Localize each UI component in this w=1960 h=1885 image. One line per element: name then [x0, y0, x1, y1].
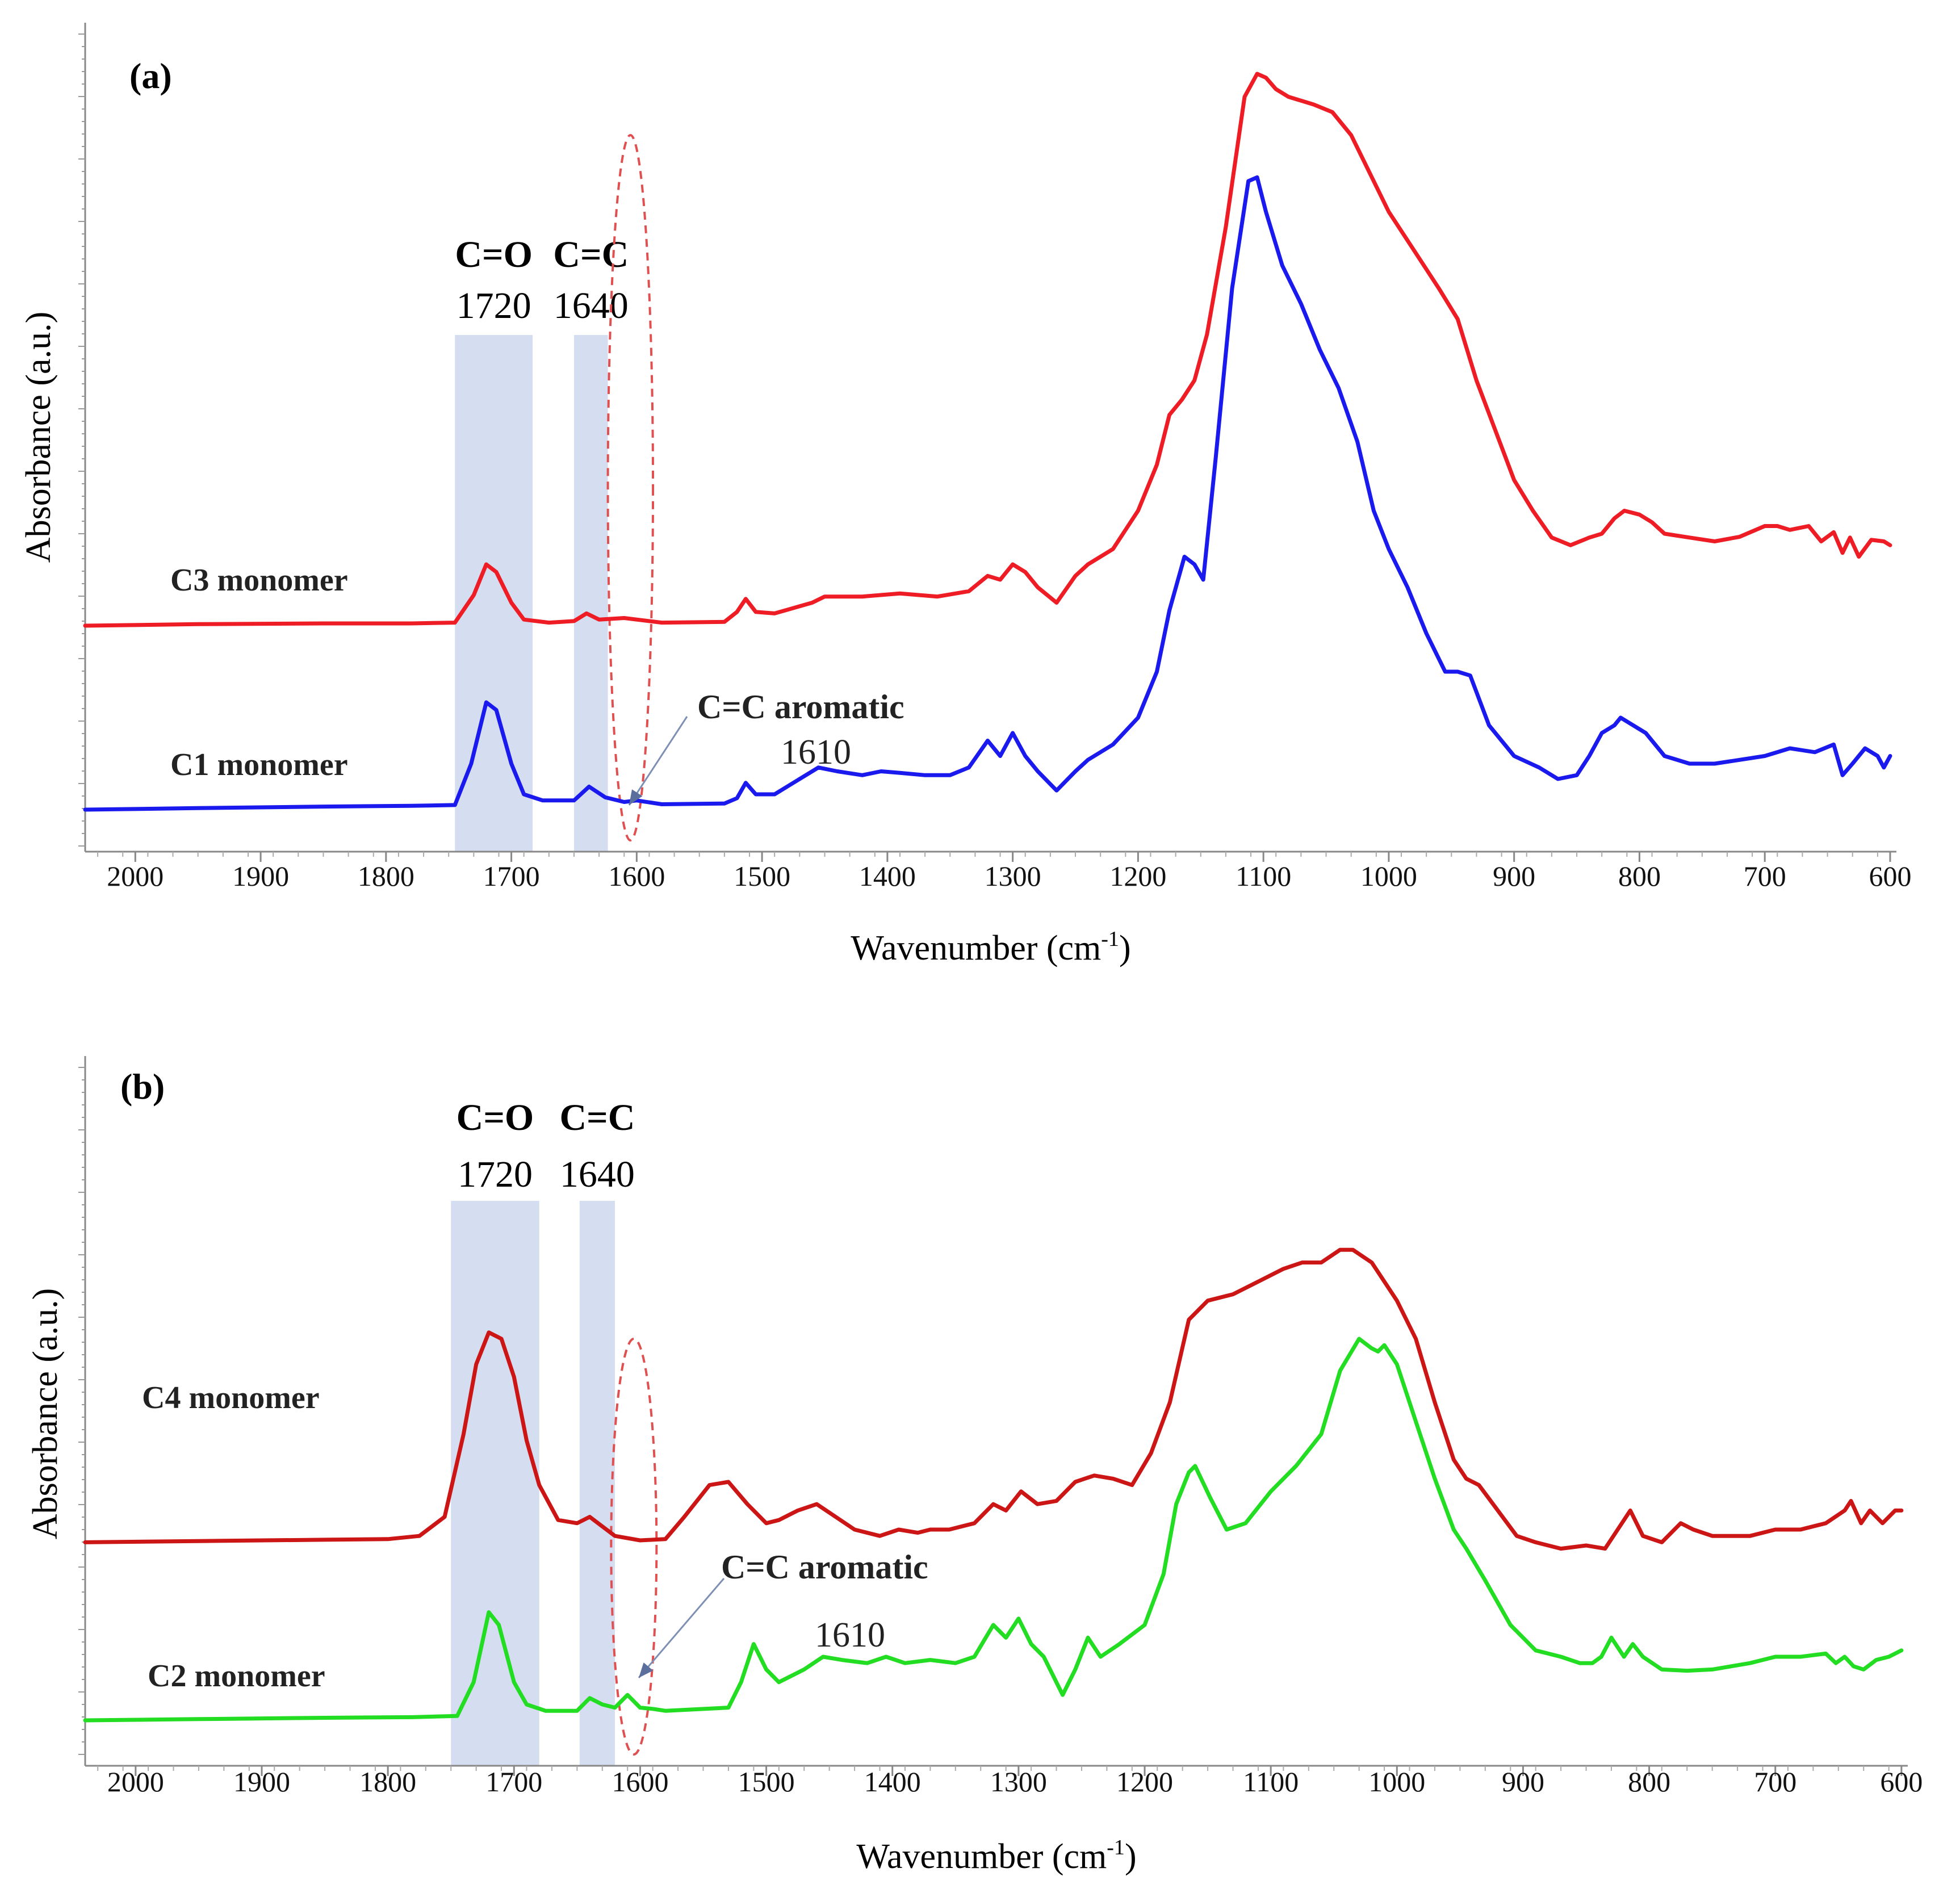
series-label: C1 monomer [170, 747, 348, 782]
panel-a: C=O 1720 C=C 1640 2000 1900 1800 1700 1600 1500 14… [19, 23, 1911, 967]
x-axis-title-superscript: -1 [1107, 1836, 1125, 1859]
series-label: C3 monomer [170, 563, 348, 598]
aromatic-highlight-ellipse [610, 1338, 658, 1756]
x-tick-label: 700 [1754, 1766, 1796, 1798]
x-tick-label: 1700 [483, 860, 540, 892]
panel-b: C=O 1720 C=C 1640 2000 1900 1800 1700 1600 1500 14… [26, 1056, 1923, 1876]
annotation-number: 1610 [815, 1616, 885, 1654]
x-tick-label: 1000 [1360, 860, 1417, 892]
x-tick-label: 1200 [1116, 1766, 1173, 1798]
x-tick-label: 1200 [1109, 860, 1166, 892]
x-axis-title: Wavenumber (cm-1) [856, 1836, 1136, 1876]
x-tick-label: 900 [1493, 860, 1535, 892]
annotation-arrow [628, 716, 688, 806]
band-number: 1640 [560, 1154, 635, 1195]
annotation-title: C=C aromatic [697, 688, 904, 726]
x-tick-label: 1300 [990, 1766, 1047, 1798]
x-tick-label: 1800 [358, 860, 414, 892]
band-title: C=C [559, 1097, 635, 1138]
series-label: C4 monomer [142, 1380, 320, 1415]
x-tick-label: 1100 [1243, 1766, 1299, 1798]
band-number: 1720 [458, 1154, 533, 1195]
x-tick-label: 1700 [485, 1766, 542, 1798]
x-tick-label: 700 [1744, 860, 1786, 892]
y-axis-title: Absorbance (a.u.) [19, 312, 58, 563]
series-line-c1-monomer [83, 175, 1892, 812]
x-axis-title-close: ) [1119, 929, 1131, 967]
x-tick-label: 800 [1618, 860, 1661, 892]
x-axis-title-text: Wavenumber (cm [851, 929, 1101, 967]
band-title: C=C [553, 234, 629, 275]
band-region [573, 335, 608, 852]
x-tick-label: 2000 [107, 1766, 164, 1798]
series-line-c4-monomer [83, 1247, 1904, 1551]
panel-label: (b) [120, 1066, 165, 1107]
x-tick-label: 1500 [738, 1766, 795, 1798]
band-number: 1720 [457, 285, 531, 326]
x-tick-label: 1400 [859, 860, 916, 892]
x-tick-label: 1000 [1368, 1766, 1425, 1798]
x-tick-label: 800 [1628, 1766, 1670, 1798]
x-tick-label: 1600 [612, 1766, 668, 1798]
series-label: C2 monomer [148, 1658, 325, 1694]
annotation-number: 1610 [781, 733, 851, 772]
y-axis-title: Absorbance (a.u.) [26, 1288, 65, 1539]
x-axis-title-superscript: -1 [1101, 927, 1119, 951]
band-region [451, 1201, 539, 1766]
x-tick-label: 2000 [107, 860, 164, 892]
x-tick-label: 1600 [608, 860, 665, 892]
x-axis-title: Wavenumber (cm-1) [851, 927, 1130, 967]
x-tick-label: 900 [1502, 1766, 1544, 1798]
annotation-title: C=C aromatic [721, 1548, 928, 1586]
band-title: C=O [455, 234, 533, 275]
series-line-c2-monomer [83, 1337, 1904, 1723]
x-tick-label: 1900 [232, 860, 289, 892]
annotation-arrow-head [639, 1662, 654, 1678]
annotation-arrow-head [629, 789, 643, 805]
series-line-c3-monomer [83, 72, 1892, 628]
panel-label: (a) [129, 56, 172, 96]
x-tick-label: 1800 [359, 1766, 416, 1798]
band-title: C=O [457, 1097, 534, 1138]
aromatic-highlight-ellipse [606, 134, 655, 841]
x-tick-label: 1500 [734, 860, 790, 892]
x-tick-label: 1900 [233, 1766, 290, 1798]
x-axis-title-text: Wavenumber (cm [856, 1837, 1107, 1876]
band-number: 1640 [554, 285, 629, 326]
band-region [455, 335, 533, 852]
x-tick-label: 1100 [1236, 860, 1291, 892]
x-axis-title-close: ) [1125, 1837, 1137, 1876]
x-tick-label: 1400 [864, 1766, 921, 1798]
x-tick-label: 1300 [985, 860, 1041, 892]
band-region [579, 1201, 615, 1766]
x-tick-label: 600 [1869, 860, 1911, 892]
annotation-arrow [638, 1578, 725, 1678]
x-tick-label: 600 [1880, 1766, 1923, 1798]
